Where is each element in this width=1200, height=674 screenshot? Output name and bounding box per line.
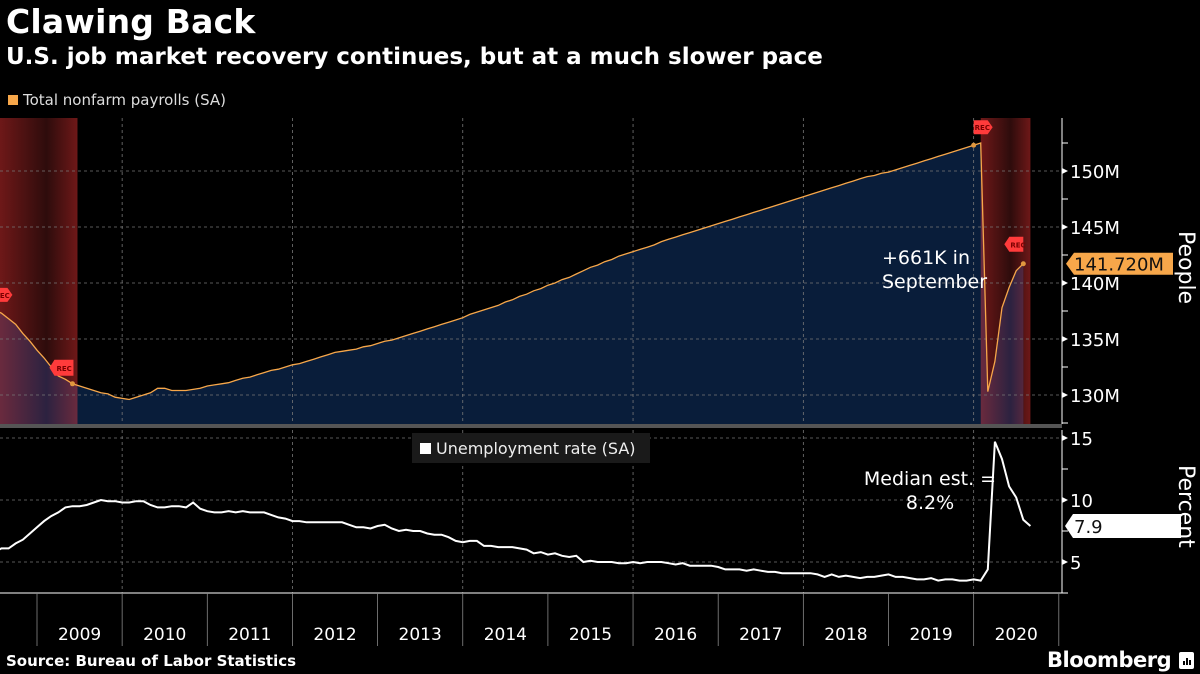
legend-unemployment: Unemployment rate (SA) <box>412 433 650 463</box>
rec-flag-label: REC <box>975 124 990 132</box>
rec-flag-label: REC <box>1010 242 1025 250</box>
y-tick-label: 150M <box>1070 162 1120 183</box>
last-value-tag-bg <box>1066 252 1173 275</box>
y-tick-arrow <box>1062 497 1068 503</box>
x-tick-label: 2013 <box>399 625 442 645</box>
y-tick-arrow <box>1062 336 1068 342</box>
y-tick-arrow <box>1062 280 1068 286</box>
payroll-annotation-line2: September <box>882 271 988 293</box>
unemployment-annotation: Median est. = 8.2% <box>860 467 1000 515</box>
y-tick-arrow <box>1062 168 1068 174</box>
x-tick-label: 2016 <box>654 625 697 645</box>
x-tick-label: 2010 <box>143 625 186 645</box>
last-value-tag-payrolls: 141.720M <box>1066 252 1173 276</box>
y-tick-label: 135M <box>1070 330 1120 351</box>
unemployment-annotation-line1: Median est. = <box>863 468 997 490</box>
rec-flag-shape <box>49 359 74 376</box>
legend-swatch-orange <box>8 95 18 105</box>
rec-flag-shape <box>973 120 993 135</box>
payroll-annotation: +661K in September <box>882 246 987 294</box>
chart-title: Clawing Back <box>6 2 256 41</box>
payrolls-line <box>0 142 1024 401</box>
legend-unemployment-label: Unemployment rate (SA) <box>436 438 636 458</box>
recession-flag: REC <box>49 359 74 376</box>
payrolls-panel: REC REC REC REC <box>0 118 1062 424</box>
recession-marker-dot <box>971 142 977 148</box>
panel-divider <box>0 424 1062 428</box>
x-tick-label: 2019 <box>909 625 952 645</box>
source-note: Source: Bureau of Labor Statistics <box>6 652 297 670</box>
payrolls-area <box>0 143 1024 424</box>
unemployment-annotation-line2: 8.2% <box>905 492 955 514</box>
legend-payrolls-label: Total nonfarm payrolls (SA) <box>23 91 227 109</box>
y-tick-label: 140M <box>1070 274 1120 295</box>
y-tick-label: 15 <box>1070 429 1093 450</box>
rec-flag-label: REC <box>0 292 10 300</box>
recession-flag: REC <box>0 287 13 302</box>
last-value-tag-bg <box>1065 514 1181 539</box>
last-value-tag-text: 141.720M <box>1074 255 1164 276</box>
x-tick-label: 2015 <box>569 625 612 645</box>
axes: 130M 135M 140M 145M 150M 5 10 15 141.720M 7.9 2009… <box>0 118 1181 646</box>
recession-flag: REC <box>1004 236 1026 252</box>
bloomberg-chart-icon <box>1179 651 1195 669</box>
x-tick-label: 2018 <box>824 625 867 645</box>
chart-subtitle: U.S. job market recovery continues, but … <box>6 44 823 70</box>
unemployment-line <box>0 441 1032 582</box>
y-axis-label-people: People <box>1173 231 1198 305</box>
recession-marker-dot <box>69 381 75 387</box>
y-axis-label-percent: Percent <box>1173 465 1198 548</box>
x-tick-label: 2012 <box>313 625 356 645</box>
y-tick-label: 130M <box>1070 386 1120 407</box>
recession-marker-dot <box>1020 261 1026 267</box>
y-tick-arrow <box>1062 435 1068 441</box>
brand-name: Bloomberg <box>1047 648 1172 672</box>
bloomberg-logo: Bloomberg <box>1047 648 1195 672</box>
y-tick-label: 145M <box>1070 218 1120 239</box>
legend-payrolls: Total nonfarm payrolls (SA) <box>8 91 226 109</box>
y-tick-label: 10 <box>1070 491 1093 512</box>
x-tick-label: 2014 <box>484 625 527 645</box>
rec-flag-shape <box>1004 236 1024 252</box>
recession-flag: REC <box>973 120 993 135</box>
rec-flag-label: REC <box>56 365 71 373</box>
y-tick-arrow <box>1062 392 1068 398</box>
x-tick-label: 2011 <box>228 625 271 645</box>
x-tick-label: 2020 <box>995 625 1038 645</box>
y-tick-label: 5 <box>1070 553 1081 574</box>
payroll-annotation-line1: +661K in <box>882 247 971 269</box>
last-value-tag-text: 7.9 <box>1074 517 1103 538</box>
rec-flag-shape <box>0 287 13 302</box>
last-value-tag-unemployment: 7.9 <box>1065 514 1181 539</box>
x-tick-label: 2009 <box>58 625 101 645</box>
y-tick-arrow <box>1062 224 1068 230</box>
y-tick-arrow <box>1062 559 1068 565</box>
x-tick-label: 2017 <box>739 625 782 645</box>
legend-swatch-white <box>420 442 431 454</box>
